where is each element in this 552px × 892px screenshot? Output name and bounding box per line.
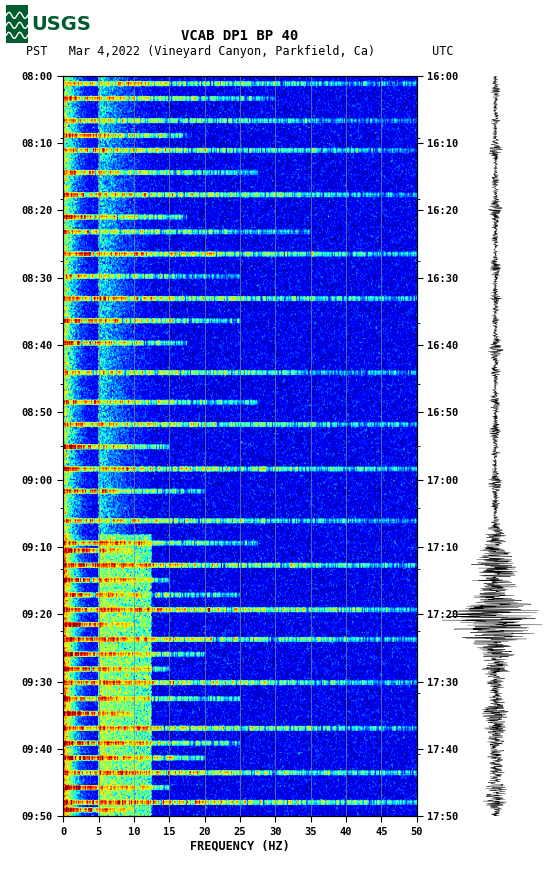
X-axis label: FREQUENCY (HZ): FREQUENCY (HZ): [190, 839, 290, 853]
Text: USGS: USGS: [31, 14, 91, 34]
Bar: [6, 5, 29, 43]
Text: PST   Mar 4,2022 (Vineyard Canyon, Parkfield, Ca)        UTC: PST Mar 4,2022 (Vineyard Canyon, Parkfie…: [26, 45, 454, 58]
Text: VCAB DP1 BP 40: VCAB DP1 BP 40: [182, 29, 299, 43]
